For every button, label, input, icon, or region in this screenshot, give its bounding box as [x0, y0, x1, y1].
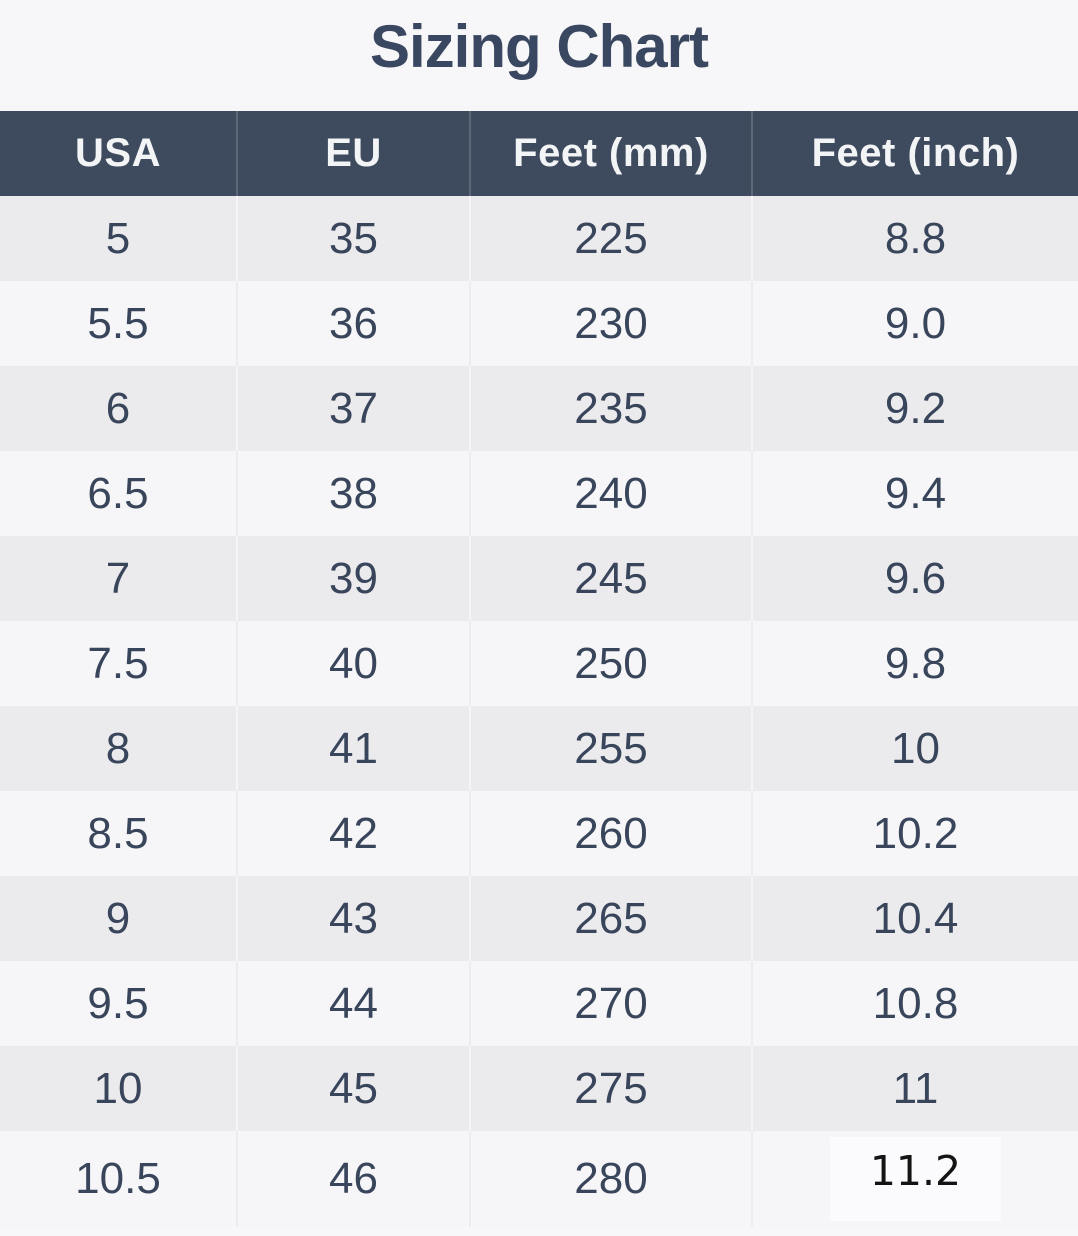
- cell-feet-mm: 250: [469, 621, 752, 706]
- column-header-eu: EU: [236, 111, 470, 196]
- column-header-usa: USA: [0, 111, 237, 196]
- cell-usa: 7: [0, 536, 237, 621]
- cell-feet-inch: 10.8: [751, 961, 1078, 1046]
- cell-eu: 43: [236, 876, 470, 961]
- cell-eu: 39: [236, 536, 470, 621]
- cell-usa: 10: [0, 1046, 237, 1131]
- page-title: Sizing Chart: [369, 13, 709, 80]
- cell-feet-mm: 255: [469, 706, 752, 791]
- cell-eu: 45: [236, 1046, 470, 1131]
- table-row: 5.5 36 230 9.0: [0, 281, 1078, 366]
- cell-feet-inch: 9.8: [751, 621, 1078, 706]
- cell-usa: 6.5: [0, 451, 237, 536]
- cell-feet-mm: 275: [469, 1046, 752, 1131]
- cell-eu: 36: [236, 281, 470, 366]
- cell-usa: 9.5: [0, 961, 237, 1046]
- cell-feet-mm: 280: [469, 1131, 752, 1227]
- cell-feet-inch: 9.0: [751, 281, 1078, 366]
- table-header-row: USA EU Feet (mm) Feet (inch): [0, 111, 1078, 196]
- cell-eu: 42: [236, 791, 470, 876]
- table-row: 8 41 255 10: [0, 706, 1078, 791]
- column-header-feet-inch: Feet (inch): [751, 111, 1078, 196]
- table-row: 9.5 44 270 10.8: [0, 961, 1078, 1046]
- cell-eu: 44: [236, 961, 470, 1046]
- cell-usa: 5.5: [0, 281, 237, 366]
- table-row: 6.5 38 240 9.4: [0, 451, 1078, 536]
- cell-feet-mm: 235: [469, 366, 752, 451]
- cell-eu: 35: [236, 196, 470, 281]
- cell-feet-mm: 270: [469, 961, 752, 1046]
- edited-value-patch: 11.2: [829, 1137, 1002, 1221]
- cell-feet-inch: 10.4: [751, 876, 1078, 961]
- cell-feet-mm: 230: [469, 281, 752, 366]
- cell-feet-mm: 265: [469, 876, 752, 961]
- sizing-table: USA EU Feet (mm) Feet (inch) 5 35 225 8.…: [0, 111, 1078, 1227]
- cell-usa: 8.5: [0, 791, 237, 876]
- cell-usa: 7.5: [0, 621, 237, 706]
- cell-feet-inch: 9.2: [751, 366, 1078, 451]
- table-row: 5 35 225 8.8: [0, 196, 1078, 281]
- cell-eu: 46: [236, 1131, 470, 1227]
- cell-feet-inch: 11: [751, 1046, 1078, 1131]
- cell-feet-inch: 9.6: [751, 536, 1078, 621]
- table-row: 10.5 46 280 11.2: [0, 1131, 1078, 1227]
- cell-eu: 40: [236, 621, 470, 706]
- cell-eu: 38: [236, 451, 470, 536]
- table-row: 8.5 42 260 10.2: [0, 791, 1078, 876]
- cell-feet-inch: 9.4: [751, 451, 1078, 536]
- table-row: 7 39 245 9.6: [0, 536, 1078, 621]
- cell-feet-mm: 245: [469, 536, 752, 621]
- cell-eu: 37: [236, 366, 470, 451]
- cell-eu: 41: [236, 706, 470, 791]
- cell-feet-inch: 10.2: [751, 791, 1078, 876]
- cell-usa: 6: [0, 366, 237, 451]
- cell-feet-inch: 8.8: [751, 196, 1078, 281]
- cell-usa: 5: [0, 196, 237, 281]
- table-row: 9 43 265 10.4: [0, 876, 1078, 961]
- table-row: 6 37 235 9.2: [0, 366, 1078, 451]
- cell-usa: 9: [0, 876, 237, 961]
- cell-feet-mm: 240: [469, 451, 752, 536]
- cell-usa: 10.5: [0, 1131, 237, 1227]
- cell-feet-mm: 260: [469, 791, 752, 876]
- cell-feet-inch-edited: 11.2: [751, 1131, 1078, 1227]
- column-header-feet-mm: Feet (mm): [469, 111, 752, 196]
- cell-feet-mm: 225: [469, 196, 752, 281]
- table-row: 7.5 40 250 9.8: [0, 621, 1078, 706]
- table-row: 10 45 275 11: [0, 1046, 1078, 1131]
- cell-usa: 8: [0, 706, 237, 791]
- cell-feet-inch: 10: [751, 706, 1078, 791]
